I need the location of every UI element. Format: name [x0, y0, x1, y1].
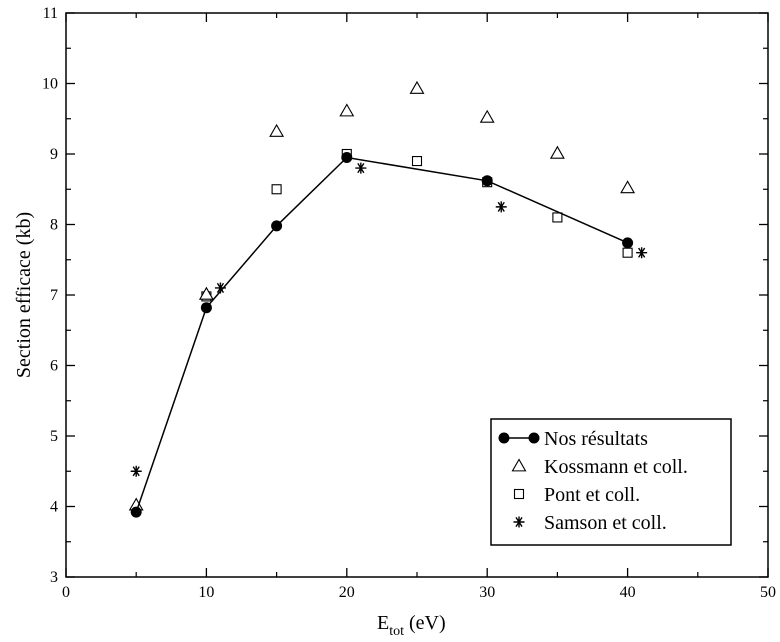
y-tick-label: 6 — [50, 358, 58, 375]
legend: Nos résultats Kossmann et coll. Pont et co… — [490, 418, 732, 546]
y-tick-label: 4 — [50, 499, 58, 516]
y-tick-label: 3 — [50, 569, 58, 586]
axis-ticks: 0 10 20 30 40 50 3 4 5 6 7 8 9 10 11 — [42, 5, 776, 601]
data-point — [552, 212, 563, 223]
series-1 — [128, 80, 636, 511]
y-tick-label: 9 — [50, 146, 58, 163]
legend-entry: Pont et coll. — [513, 484, 640, 506]
x-tick-label: 40 — [620, 584, 636, 601]
y-tick-label: 7 — [50, 287, 58, 304]
data-point — [620, 180, 636, 194]
x-axis-title: Etot (eV) — [377, 612, 446, 639]
x-axis-title-sub: tot — [389, 624, 404, 639]
y-tick-label: 8 — [50, 217, 58, 234]
x-tick-label: 10 — [198, 584, 214, 601]
legend-label: Nos résultats — [544, 428, 648, 450]
data-point — [479, 109, 495, 123]
x-tick-label: 20 — [339, 584, 355, 601]
legend-entry: Nos résultats — [498, 428, 648, 450]
data-point — [130, 465, 142, 477]
data-point — [355, 162, 367, 174]
legend-marker — [511, 458, 527, 472]
data-point — [271, 184, 282, 195]
x-axis-title-unit: (eV) — [404, 612, 446, 634]
legend-entry: Kossmann et coll. — [511, 456, 688, 478]
y-tick-label: 5 — [50, 428, 58, 445]
x-tick-label: 0 — [62, 584, 70, 601]
data-point — [341, 152, 353, 164]
series-line — [135, 156, 628, 513]
series-0 — [130, 152, 634, 518]
series-layer — [128, 80, 648, 518]
x-axis-title-main: E — [377, 612, 389, 634]
series-2 — [201, 148, 633, 302]
data-point — [481, 175, 493, 187]
legend-label: Pont et coll. — [544, 484, 640, 506]
data-point — [200, 302, 212, 314]
legend-marker — [513, 516, 525, 528]
data-point — [339, 103, 355, 117]
data-point — [636, 247, 648, 259]
data-point — [271, 220, 283, 232]
x-tick-label: 50 — [760, 584, 776, 601]
y-tick-label: 11 — [43, 5, 58, 22]
legend-label: Kossmann et coll. — [544, 456, 688, 478]
data-point — [411, 156, 423, 167]
legend-marker — [513, 488, 525, 500]
y-tick-label: 10 — [42, 76, 58, 93]
series-3 — [130, 162, 648, 477]
data-point — [130, 506, 142, 518]
legend-marker — [498, 432, 510, 444]
data-point — [549, 145, 565, 159]
data-point — [269, 123, 285, 137]
data-point — [622, 247, 633, 258]
legend-entry: Samson et coll. — [513, 512, 667, 534]
data-point — [409, 80, 425, 94]
data-point — [198, 286, 214, 300]
legend-marker — [528, 432, 540, 444]
y-axis-title: Section efficace (kb) — [13, 212, 35, 378]
data-point — [214, 282, 226, 294]
data-point — [495, 201, 507, 213]
data-point — [622, 237, 634, 249]
x-tick-label: 30 — [479, 584, 495, 601]
legend-label: Samson et coll. — [544, 512, 667, 534]
